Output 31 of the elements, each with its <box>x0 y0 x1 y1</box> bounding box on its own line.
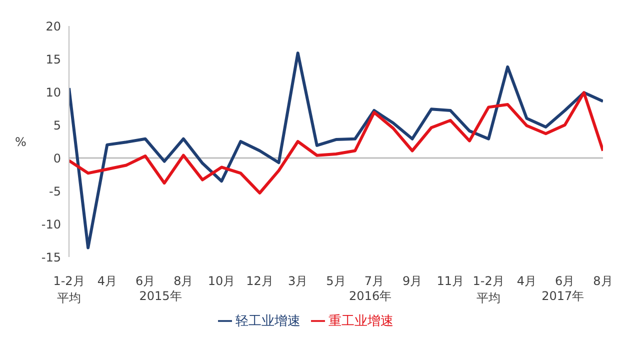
line-series <box>69 91 603 194</box>
y-tick-label: 0 <box>53 151 61 166</box>
y-tick-label: 20 <box>46 19 61 34</box>
x-tick-label: 6月 <box>135 274 156 288</box>
x-tick-label: 5月 <box>326 274 346 288</box>
y-tick-label: -15 <box>41 250 61 264</box>
x-tick-label: 8月 <box>593 274 613 288</box>
x-tick-label: 10月 <box>208 274 236 288</box>
y-tick-label: -10 <box>41 217 61 232</box>
x-tick-label: 1-2月平均 <box>53 274 85 305</box>
x-tick-label: 12月 <box>246 274 274 288</box>
y-tick-label: 10 <box>46 85 61 100</box>
x-tick-label: 8月 <box>174 274 194 288</box>
x-tick-label: 11月 <box>436 274 464 288</box>
x-tick-label: 7月 <box>364 274 384 288</box>
y-tick-label: 15 <box>46 52 61 66</box>
text: 2015年 <box>138 288 183 305</box>
legend-label: 轻工业增速 <box>236 314 300 329</box>
line-series <box>69 52 603 250</box>
x-tick-label: 6月 <box>555 274 575 288</box>
y-tick-label: -5 <box>49 184 61 198</box>
x-tick-label: 4月 <box>516 274 537 288</box>
x-tick-label: 1-2月平均 <box>472 274 504 305</box>
x-tick-label: 4月 <box>97 274 117 288</box>
y-axis-title: % <box>15 134 26 149</box>
legend-label: 重工业增速 <box>328 314 394 329</box>
text: 2016年 <box>348 288 393 305</box>
x-tick-label: 9月 <box>402 274 422 288</box>
y-tick-label: 5 <box>53 118 61 132</box>
x-tick-label: 3月 <box>288 274 308 288</box>
text: 2017年 <box>540 288 586 305</box>
